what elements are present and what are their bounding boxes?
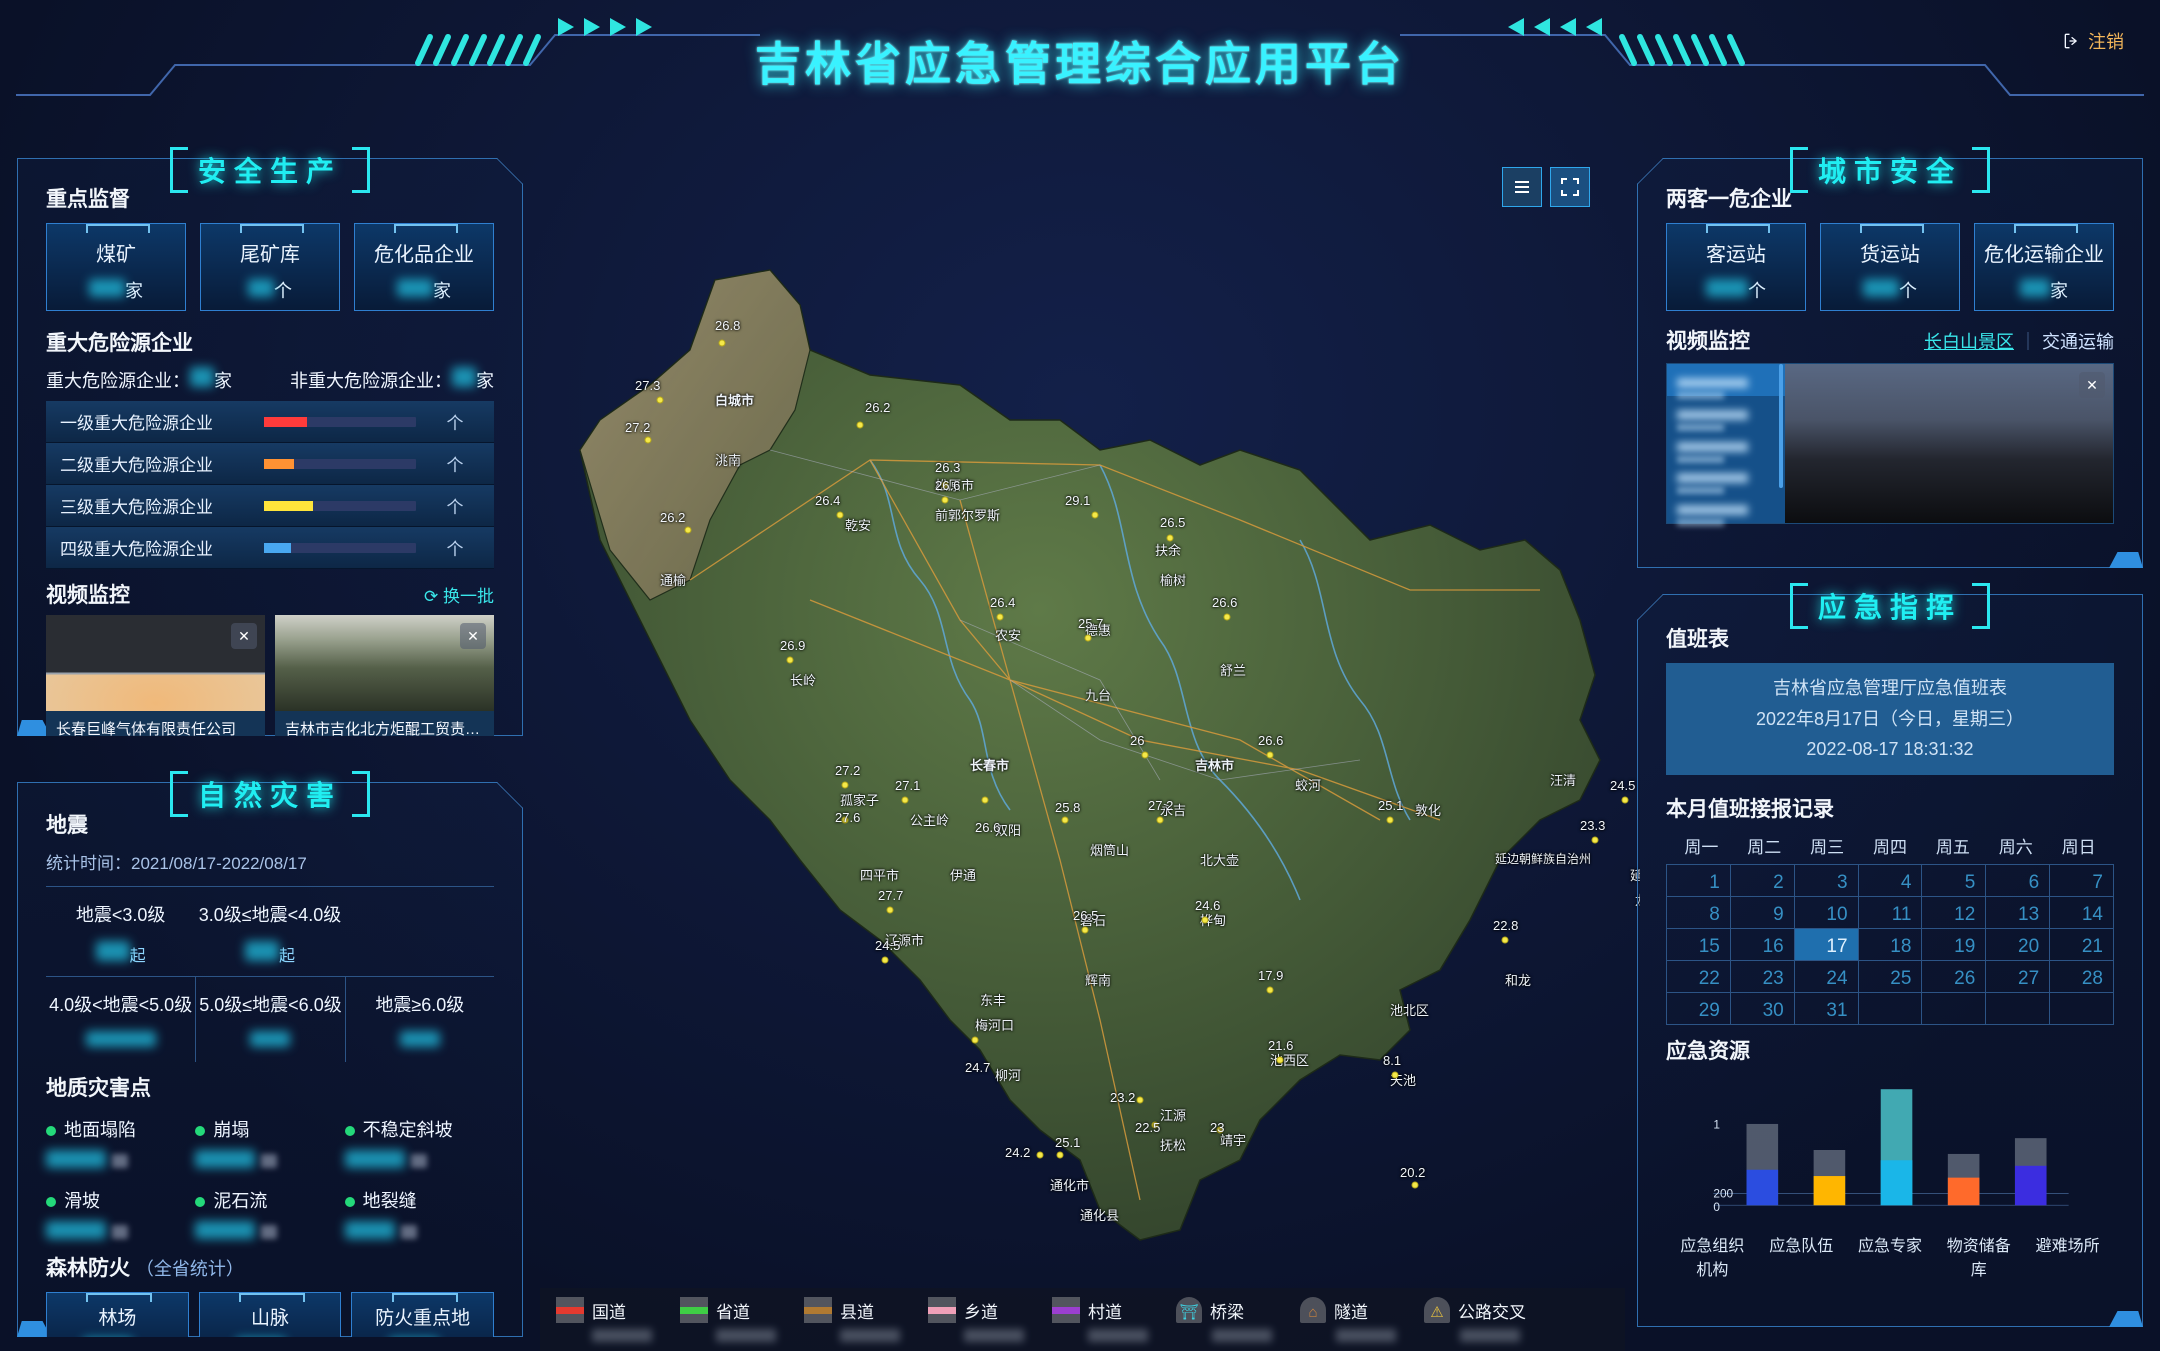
svg-text:1: 1: [1713, 1117, 1720, 1131]
svg-text:0: 0: [1713, 1200, 1720, 1214]
svg-text:200: 200: [1713, 1186, 1733, 1200]
